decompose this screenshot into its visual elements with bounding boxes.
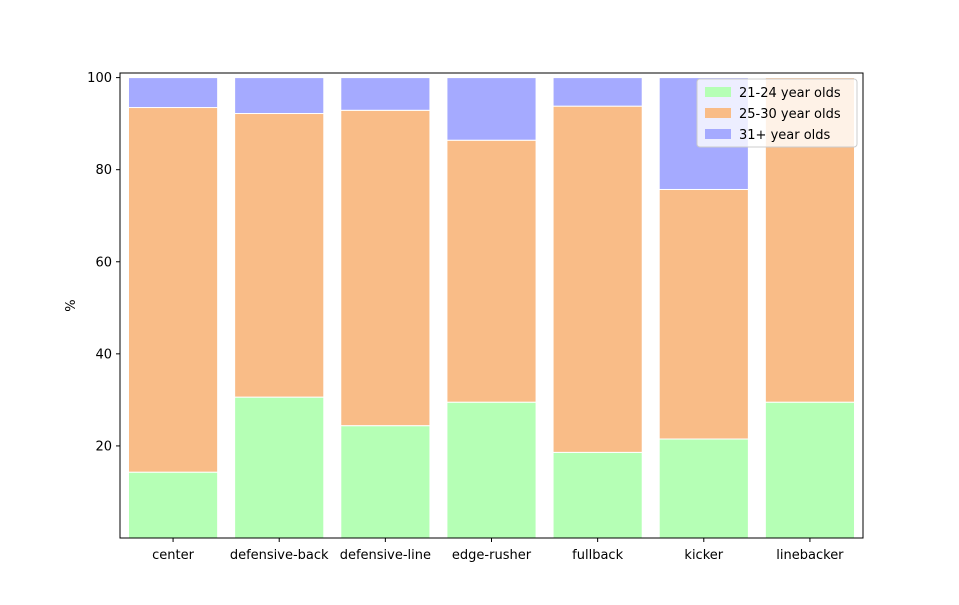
x-tick-label: center [152,548,194,563]
bar-edge-rusher-series-0 [446,401,537,539]
y-axis: 20 40 60 80 100 [87,71,120,454]
bar-center-series-2 [127,77,219,109]
bar-fullback-series-1 [552,105,643,453]
legend-box [696,78,858,148]
bar-linebacker-series-0 [764,401,856,539]
bar-defensive-line-series-1 [340,109,431,427]
legend-swatch [705,87,731,97]
bar-defensive-back-series-0 [234,396,325,539]
bar-edge-rusher-series-1 [446,139,537,403]
y-tick-label: 80 [95,163,112,178]
legend-entry: 25-30 year olds [739,107,841,122]
bar-fullback-series-2 [552,77,643,107]
legend: 21-24 year olds 25-30 year olds 31+ year o… [696,78,858,148]
y-tick-label: 60 [95,255,112,270]
bar-defensive-line-series-2 [340,77,431,111]
bar-defensive-back-series-1 [234,113,325,398]
bar-center-series-1 [127,107,219,473]
bar-defensive-back-series-2 [234,77,325,115]
bar-kicker-series-0 [658,438,749,539]
bar-defensive-line-series-0 [340,425,431,539]
x-tick-label: linebacker [776,548,844,563]
bar-kicker-series-1 [658,188,749,440]
x-axis: center defensive-back defensive-line edge-r… [152,538,844,563]
x-tick-label: fullback [572,548,623,563]
x-tick-label: defensive-back [230,548,329,563]
y-tick-label: 40 [95,347,112,362]
legend-entry: 31+ year olds [739,128,831,143]
bar-center-series-0 [127,471,219,539]
y-tick-label: 20 [95,439,112,454]
x-tick-label: edge-rusher [452,548,532,563]
x-tick-label: defensive-line [340,548,431,563]
bar-fullback-series-0 [552,451,643,539]
legend-entry: 21-24 year olds [739,86,841,101]
y-axis-label: % [64,299,79,311]
legend-swatch [705,108,731,118]
legend-swatch [705,129,731,139]
y-tick-label: 100 [87,71,112,86]
x-tick-label: kicker [684,548,723,563]
bar-edge-rusher-series-2 [446,77,537,141]
